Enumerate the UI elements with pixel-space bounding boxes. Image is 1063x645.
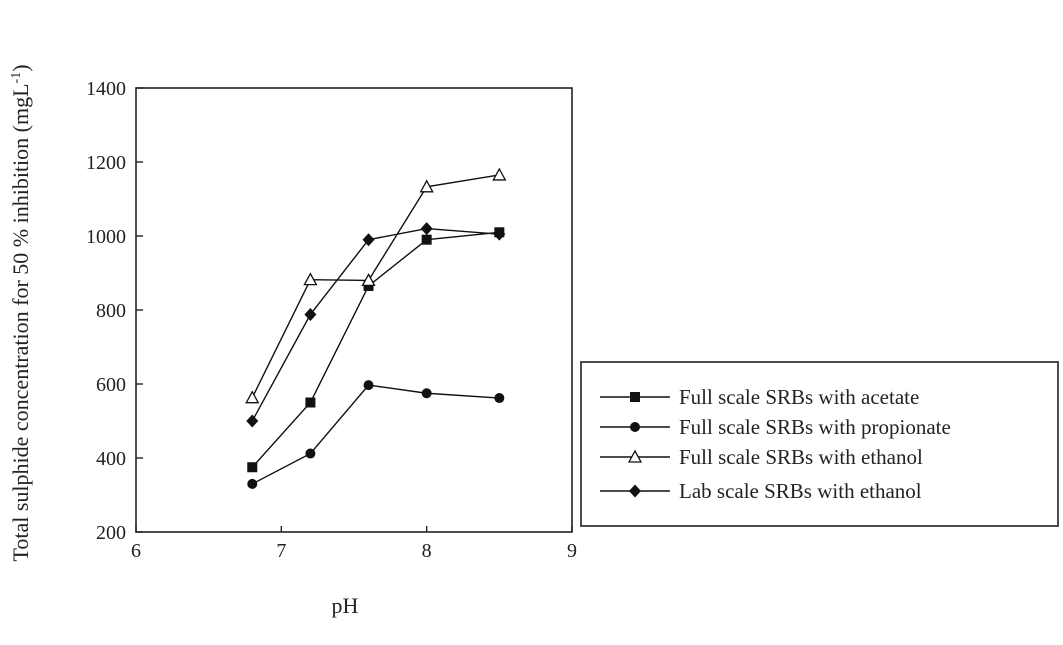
y-tick-label: 1400 [86,78,126,100]
open-triangle-marker [419,179,434,193]
x-tick-label: 7 [276,540,286,562]
x-axis-title: pH [332,593,359,618]
y-axis-title-superscript: -1 [9,72,24,84]
open-triangle-marker [245,390,260,404]
series-2 [247,380,505,489]
series-layer [245,167,507,489]
diamond-marker [629,484,641,498]
circle-marker [305,448,316,459]
plot-frame [135,87,573,533]
square-marker [421,234,432,245]
legend: Full scale SRBs with acetate Full scale S… [600,385,951,503]
legend-label: Lab scale SRBs with ethanol [679,479,922,503]
y-axis-title-text: Total sulphide concentration for 50 % in… [8,83,33,561]
diamond-marker [246,414,259,428]
y-axis-ticks: 200 400 600 800 1000 1200 1400 [86,78,143,544]
square-marker [247,462,258,473]
circle-marker [494,393,505,404]
diamond-marker [304,307,317,321]
square-marker [630,392,640,402]
series-line [251,384,500,485]
y-tick-label: 200 [96,522,126,544]
open-triangle-marker [492,167,507,181]
legend-item: Lab scale SRBs with ethanol [600,479,922,503]
series-3 [245,167,507,404]
x-axis-ticks: 6 7 8 9 [131,526,577,562]
x-tick-label: 8 [422,540,432,562]
open-triangle-marker [361,273,376,287]
x-tick-label: 6 [131,540,141,562]
y-tick-label: 1200 [86,152,126,174]
y-tick-label: 800 [96,300,126,322]
series-line [251,174,500,398]
y-axis-title-close: ) [8,64,33,71]
legend-item: Full scale SRBs with ethanol [600,445,923,469]
open-triangle-marker [627,449,643,463]
circle-marker [247,478,258,489]
legend-label: Full scale SRBs with ethanol [679,445,923,469]
series-1 [247,227,505,473]
circle-marker [630,422,640,432]
x-tick-label: 9 [567,540,577,562]
diamond-marker [420,222,433,236]
legend-label: Full scale SRBs with acetate [679,385,919,409]
y-tick-label: 1000 [86,226,126,248]
circle-marker [363,380,374,391]
circle-marker [421,388,432,399]
open-triangle-marker [303,272,318,286]
legend-item: Full scale SRBs with propionate [600,415,951,439]
legend-label: Full scale SRBs with propionate [679,415,951,439]
y-tick-label: 600 [96,374,126,396]
legend-item: Full scale SRBs with acetate [600,385,919,409]
diamond-marker [493,227,506,241]
series-line [251,227,500,422]
series-4 [246,222,506,428]
diamond-marker [362,233,375,247]
legend-box [580,361,1059,527]
y-axis-title: Total sulphide concentration for 50 % in… [8,64,33,561]
square-marker [305,397,316,408]
y-tick-label: 400 [96,448,126,470]
